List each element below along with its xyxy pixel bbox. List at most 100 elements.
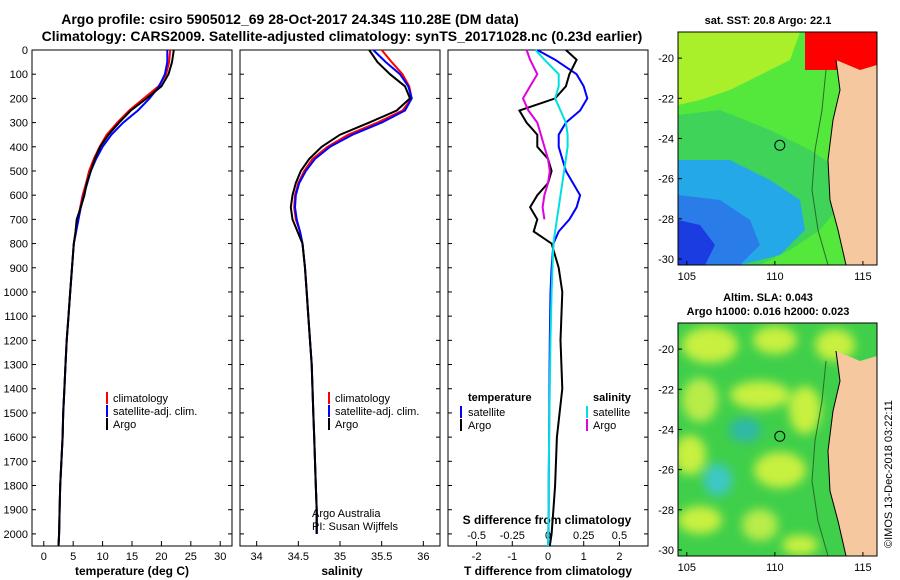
depth-tick-label: 500 bbox=[10, 166, 28, 178]
depth-axis: 0 100 200 300 400 500 600 700 800 900 1000 1100 1200… bbox=[4, 45, 648, 541]
x-tick-label: 34 bbox=[251, 551, 263, 563]
legend-s-satellite-label: satellite bbox=[593, 407, 630, 419]
t-difference-axis-label: T difference from climatology bbox=[464, 564, 632, 578]
sst-map bbox=[677, 31, 878, 266]
lat-tick-label: -26 bbox=[658, 465, 674, 477]
legend-t-satellite-label: satellite bbox=[468, 407, 505, 419]
legend-s-argo-label: Argo bbox=[593, 420, 616, 432]
lat-tick-label: -26 bbox=[658, 174, 674, 186]
series-temperature-argo bbox=[517, 49, 578, 547]
depth-tick-label: 1100 bbox=[4, 311, 28, 323]
depth-tick-label: 100 bbox=[10, 69, 28, 81]
depth-tick-label: 400 bbox=[10, 142, 28, 154]
temperature-axis-label: temperature (deg C) bbox=[75, 564, 189, 578]
salinity-legend: climatology satellite-adj. clim. Argo Ar… bbox=[312, 392, 419, 533]
lon-tick-label: 105 bbox=[678, 271, 696, 283]
temperature-panel bbox=[31, 49, 233, 547]
sla-land bbox=[828, 351, 877, 556]
lat-tick-label: -30 bbox=[658, 545, 674, 557]
x-tick-label: 36 bbox=[417, 551, 429, 563]
salinity-panel bbox=[239, 49, 441, 547]
temperature-legend: climatology satellite-adj. clim. Argo bbox=[106, 392, 197, 431]
imos-watermark: ©IMOS 13-Dec-2018 03:22:11 bbox=[883, 400, 895, 548]
sst-map-axes: -20 -22 -24 -26 -28 -30 105 110 115 bbox=[658, 53, 872, 283]
sla-isobath bbox=[811, 360, 829, 556]
sla-anomaly-blobs bbox=[678, 326, 855, 555]
series-salinity-satellite bbox=[534, 49, 569, 547]
difference-legend: temperature satellite Argo salinity sate… bbox=[460, 392, 632, 432]
lat-tick-label: -28 bbox=[658, 505, 674, 517]
x-tick-label: 30 bbox=[214, 551, 226, 563]
s-diff-tick-label: 0.5 bbox=[612, 530, 627, 542]
x-tick-label: 1 bbox=[581, 551, 587, 563]
salinity-axis-label: salinity bbox=[321, 564, 363, 578]
lat-tick-label: -22 bbox=[658, 384, 674, 396]
difference-x-axis: -2 -1 0 1 2-0.5 -0.25 0 0.25 0.5 bbox=[467, 530, 627, 563]
lat-tick-label: -24 bbox=[658, 424, 674, 436]
lon-tick-label: 115 bbox=[854, 271, 872, 283]
sla-map-axes: -20 -22 -24 -26 -28 -30 105 110 115 bbox=[658, 344, 872, 574]
depth-tick-label: 800 bbox=[10, 239, 28, 251]
depth-tick-label: 1600 bbox=[4, 432, 28, 444]
sla-map-frame bbox=[677, 322, 878, 557]
x-tick-label: 34.5 bbox=[288, 551, 309, 563]
x-tick-label: 0 bbox=[41, 551, 47, 563]
x-tick-label: 0 bbox=[545, 551, 551, 563]
sst-map-frame bbox=[677, 31, 878, 266]
lon-tick-label: 115 bbox=[854, 562, 872, 574]
depth-tick-label: 300 bbox=[10, 118, 28, 130]
figure-title-line1: Argo profile: csiro 5905012_69 28-Oct-20… bbox=[61, 11, 519, 27]
s-difference-axis-label: S difference from climatology bbox=[463, 513, 632, 527]
legend-t-argo-label: Argo bbox=[468, 420, 491, 432]
temperature-series bbox=[57, 49, 175, 547]
depth-tick-label: 600 bbox=[10, 190, 28, 202]
depth-tick-label: 1300 bbox=[4, 360, 28, 372]
sla-map-title-line2: Argo h1000: 0.016 h2000: 0.023 bbox=[687, 306, 850, 318]
lat-tick-label: -20 bbox=[658, 344, 674, 356]
credit-line1: Argo Australia bbox=[312, 508, 381, 520]
series-argo bbox=[57, 49, 175, 547]
depth-tick-label: 1700 bbox=[4, 456, 28, 468]
lat-tick-label: -20 bbox=[658, 53, 674, 65]
x-tick-label: 15 bbox=[126, 551, 138, 563]
sst-coastline bbox=[827, 59, 847, 265]
legend-argo-label: Argo bbox=[113, 419, 136, 431]
x-tick-label: 10 bbox=[96, 551, 108, 563]
temperature-x-axis: 0 5 10 15 20 25 30 bbox=[41, 541, 226, 563]
x-tick-label: 20 bbox=[155, 551, 167, 563]
depth-tick-label: 2000 bbox=[4, 529, 28, 541]
depth-tick-label: 200 bbox=[10, 93, 28, 105]
lat-tick-label: -28 bbox=[658, 214, 674, 226]
sst-land bbox=[828, 60, 877, 265]
s-diff-tick-label: -0.25 bbox=[500, 530, 525, 542]
x-tick-label: 2 bbox=[616, 551, 622, 563]
legend-satellite-label: satellite-adj. clim. bbox=[335, 406, 419, 418]
depth-tick-label: 1000 bbox=[4, 287, 28, 299]
legend-satellite-label: satellite-adj. clim. bbox=[113, 406, 197, 418]
depth-tick-label: 1200 bbox=[4, 335, 28, 347]
sst-float-marker bbox=[774, 139, 786, 151]
s-diff-tick-label: 0.25 bbox=[573, 530, 594, 542]
series-argo bbox=[289, 49, 412, 534]
salinity-series bbox=[289, 49, 413, 534]
sst-warm-band bbox=[678, 32, 800, 105]
lon-tick-label: 110 bbox=[766, 562, 784, 574]
sla-float-marker bbox=[774, 430, 786, 442]
lat-tick-label: -22 bbox=[658, 93, 674, 105]
sla-map bbox=[677, 322, 878, 557]
x-tick-label: -2 bbox=[472, 551, 482, 563]
legend-s-title: salinity bbox=[593, 392, 632, 404]
depth-tick-label: 1400 bbox=[4, 384, 28, 396]
x-tick-label: 25 bbox=[185, 551, 197, 563]
x-tick-label: 35.5 bbox=[371, 551, 392, 563]
sla-coastline bbox=[827, 350, 847, 556]
x-tick-label: 5 bbox=[70, 551, 76, 563]
figure-title-line2: Climatology: CARS2009. Satellite-adjuste… bbox=[42, 28, 643, 44]
legend-argo-label: Argo bbox=[335, 419, 358, 431]
credit-line2: PI: Susan Wijffels bbox=[312, 521, 398, 533]
series-salinity-argo bbox=[521, 49, 551, 220]
legend-climatology-label: climatology bbox=[335, 393, 391, 405]
sst-isobath bbox=[811, 69, 829, 265]
x-tick-label: -1 bbox=[507, 551, 517, 563]
